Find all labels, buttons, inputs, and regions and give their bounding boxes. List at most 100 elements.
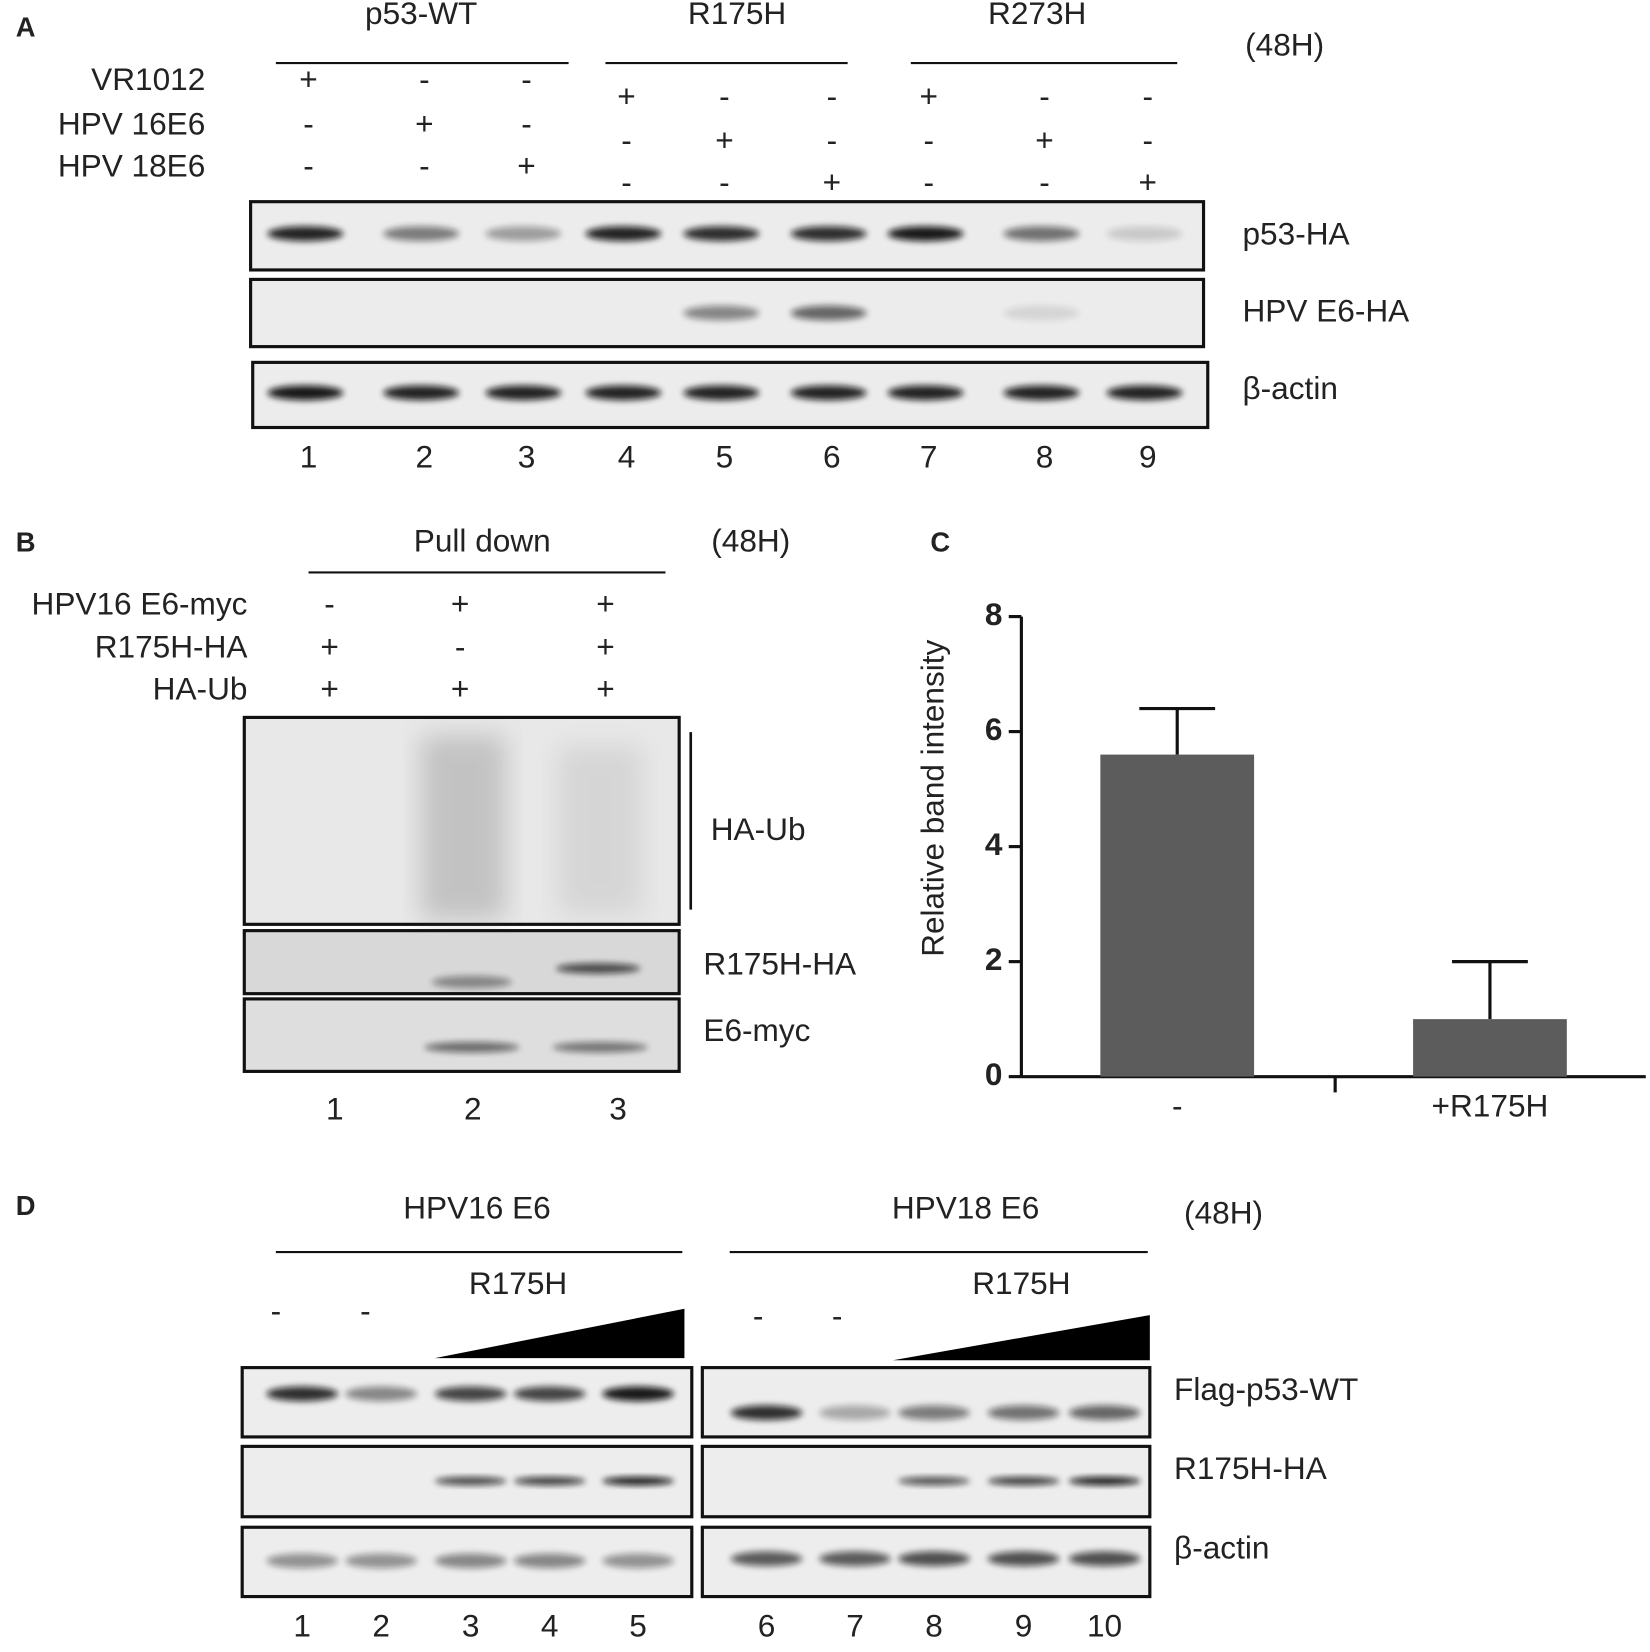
band — [431, 975, 512, 989]
y-tick-label: 8 — [985, 596, 1003, 632]
band — [424, 1041, 520, 1053]
band — [887, 385, 964, 401]
band — [683, 305, 760, 321]
band — [1068, 1476, 1141, 1486]
lane-number: 4 — [541, 1607, 559, 1643]
band — [383, 226, 460, 242]
band — [987, 1405, 1060, 1421]
x-tick-label: - — [1172, 1088, 1183, 1124]
lane-number: 4 — [618, 438, 636, 474]
band — [1106, 385, 1183, 401]
band — [485, 226, 562, 242]
sign: + — [299, 61, 317, 97]
lane-number: 5 — [716, 438, 734, 474]
sign: + — [320, 628, 338, 664]
lane-number: 1 — [326, 1091, 344, 1127]
blot — [700, 1366, 1152, 1439]
band — [555, 963, 641, 974]
sign: + — [715, 122, 733, 158]
condition-label: HA-Ub — [153, 671, 248, 707]
sign: - — [753, 1298, 764, 1334]
blot — [242, 997, 681, 1073]
sign: - — [521, 105, 532, 141]
y-tick-label: 2 — [985, 941, 1003, 977]
band — [898, 1476, 970, 1486]
band — [513, 1476, 586, 1486]
sign: - — [419, 61, 430, 97]
time-label: (48H) — [1184, 1195, 1263, 1231]
sign: + — [451, 585, 469, 621]
lane-number: 9 — [1015, 1607, 1033, 1643]
gradient-triangle — [892, 1315, 1150, 1361]
condition-label: HPV 16E6 — [58, 105, 205, 141]
band — [266, 1386, 339, 1402]
sign: + — [415, 105, 433, 141]
sign: - — [621, 122, 632, 158]
sign: - — [719, 78, 730, 114]
sign: + — [1035, 122, 1053, 158]
band — [267, 385, 344, 401]
lane-number: 3 — [518, 438, 536, 474]
lane-number: 1 — [293, 1607, 311, 1643]
group-label: HPV16 E6 — [403, 1189, 550, 1225]
sign: + — [596, 628, 614, 664]
blot — [240, 1366, 694, 1439]
group-label: HPV18 E6 — [892, 1189, 1039, 1225]
sign: + — [1139, 164, 1157, 200]
blot-label: HPV E6-HA — [1243, 292, 1410, 328]
gradient-label: R175H — [469, 1265, 567, 1301]
band — [485, 385, 562, 401]
time-label: (48H) — [711, 522, 790, 558]
sign: - — [827, 78, 838, 114]
band — [345, 1386, 417, 1402]
band — [513, 1553, 586, 1569]
time-label: (48H) — [1245, 27, 1324, 63]
lane-number: 3 — [462, 1607, 480, 1643]
blot-label: R175H-HA — [703, 946, 856, 982]
lane-number: 6 — [823, 438, 841, 474]
smear — [558, 745, 643, 914]
sign: + — [919, 78, 937, 114]
group-label: p53-WT — [365, 0, 477, 31]
band — [552, 1041, 648, 1053]
y-tick-label: 0 — [985, 1056, 1003, 1092]
band — [585, 226, 662, 242]
sign: - — [303, 147, 314, 183]
sign: - — [832, 1298, 843, 1334]
sign: + — [320, 671, 338, 707]
band — [383, 385, 460, 401]
band — [683, 226, 760, 242]
band — [819, 1405, 891, 1421]
band — [790, 305, 867, 321]
gradient-triangle — [434, 1308, 685, 1359]
sign: - — [271, 1292, 282, 1328]
blot-label: β-actin — [1174, 1530, 1269, 1566]
band — [1003, 385, 1080, 401]
band — [987, 1551, 1060, 1567]
x-tick-label: +R175H — [1432, 1088, 1549, 1124]
band — [987, 1476, 1060, 1486]
sign: - — [419, 147, 430, 183]
lane-number: 3 — [609, 1091, 627, 1127]
sign: - — [521, 61, 532, 97]
blot-label: β-actin — [1243, 370, 1338, 406]
panel-label: B — [16, 526, 36, 557]
sign: - — [827, 122, 838, 158]
band — [819, 1551, 891, 1567]
blot-label: p53-HA — [1243, 216, 1350, 252]
band — [1068, 1405, 1141, 1421]
band — [434, 1553, 507, 1569]
sign: + — [596, 671, 614, 707]
band — [602, 1476, 674, 1486]
sign: + — [617, 78, 635, 114]
condition-label: VR1012 — [91, 61, 205, 97]
condition-label: HPV16 E6-myc — [32, 585, 248, 621]
lane-number: 5 — [629, 1607, 647, 1643]
band — [730, 1551, 803, 1567]
sign: - — [621, 164, 632, 200]
bar — [1413, 1019, 1567, 1077]
band — [730, 1405, 803, 1421]
y-tick-label: 4 — [985, 826, 1003, 862]
sign: - — [923, 122, 934, 158]
